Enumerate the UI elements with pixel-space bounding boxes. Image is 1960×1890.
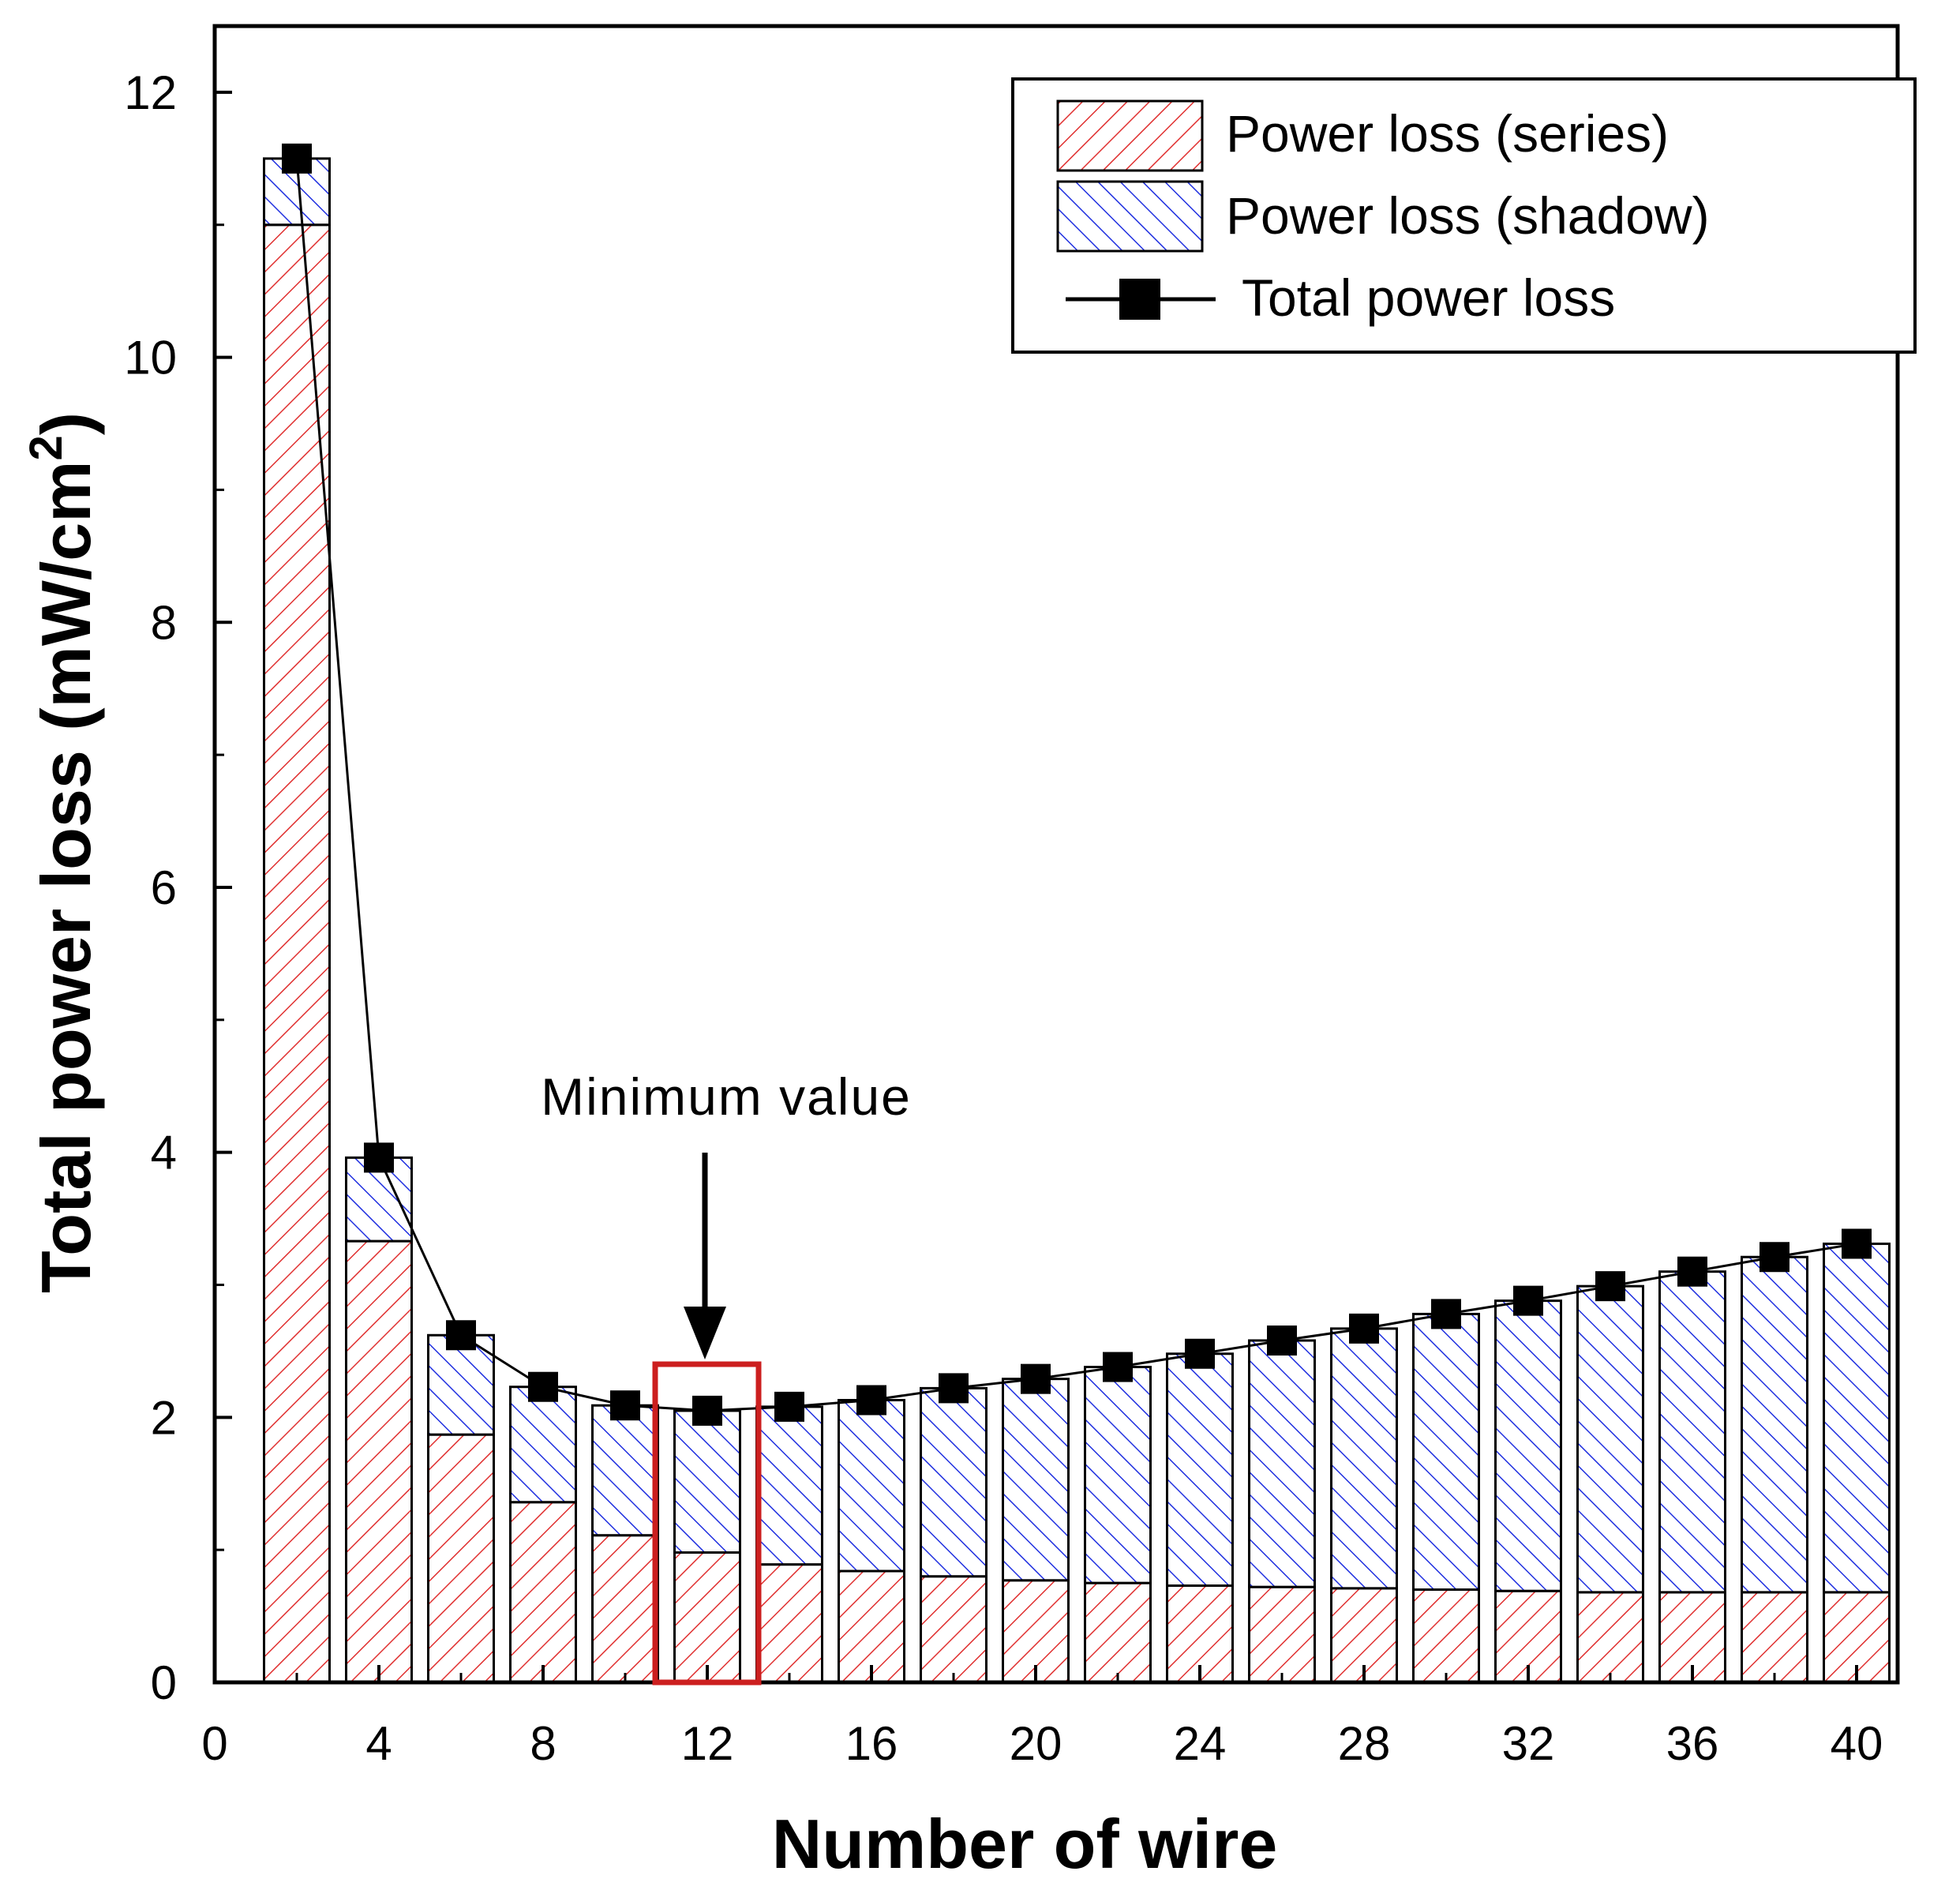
plot-frame bbox=[212, 24, 1900, 1685]
x-tick-label-36: 36 bbox=[1666, 1717, 1719, 1770]
legend: Power loss (series) Power loss (shadow) … bbox=[1011, 77, 1917, 354]
axis-ticks bbox=[213, 90, 1858, 1684]
x-tick-label-16: 16 bbox=[845, 1717, 898, 1770]
marker-total-26 bbox=[1267, 1325, 1297, 1356]
y-tick-label-0: 0 bbox=[151, 1656, 177, 1709]
bar-series-14 bbox=[755, 1563, 823, 1682]
minimum-arrow-head bbox=[684, 1307, 726, 1359]
marker-total-18 bbox=[939, 1373, 969, 1404]
bar-shadow-8 bbox=[509, 1386, 577, 1504]
bar-shadow-28 bbox=[1330, 1327, 1398, 1590]
minimum-value-label: Minimum value bbox=[541, 1067, 912, 1126]
marker-total-28 bbox=[1349, 1313, 1379, 1344]
x-tick-label-8: 8 bbox=[530, 1717, 556, 1770]
bar-shadow-20 bbox=[1002, 1378, 1070, 1582]
y-tick-label-2: 2 bbox=[151, 1391, 177, 1444]
bar-shadow-24 bbox=[1166, 1352, 1234, 1587]
bar-series-18 bbox=[920, 1575, 987, 1682]
marker-total-40 bbox=[1842, 1228, 1872, 1259]
x-tick-label-20: 20 bbox=[1010, 1717, 1062, 1770]
bar-shadow-34 bbox=[1576, 1284, 1644, 1594]
bar-series-26 bbox=[1248, 1585, 1316, 1682]
marker-total-2 bbox=[282, 143, 312, 174]
bar-series-2 bbox=[263, 223, 331, 1682]
bar-shadow-32 bbox=[1494, 1299, 1562, 1592]
minimum-annotation: Minimum value bbox=[541, 1067, 912, 1686]
bar-shadow-40 bbox=[1823, 1242, 1891, 1594]
y-tick-label-10: 10 bbox=[124, 332, 177, 384]
bar-shadow-10 bbox=[591, 1404, 659, 1537]
x-tick-label-0: 0 bbox=[201, 1717, 227, 1770]
bar-series-4 bbox=[345, 1239, 413, 1682]
marker-total-4 bbox=[364, 1142, 394, 1173]
x-tick-labels: 0 4 8 12 16 20 24 28 32 36 40 bbox=[201, 1717, 1883, 1770]
bar-shadow-16 bbox=[838, 1399, 905, 1573]
y-tick-labels: 0 2 4 6 8 10 12 bbox=[124, 66, 177, 1709]
legend-swatch-shadow bbox=[1056, 180, 1204, 253]
marker-total-30 bbox=[1431, 1299, 1461, 1329]
marker-total-34 bbox=[1595, 1271, 1625, 1302]
bar-shadow-30 bbox=[1412, 1312, 1480, 1592]
bar-series-34 bbox=[1576, 1591, 1644, 1682]
bar-shadow-12 bbox=[673, 1409, 741, 1554]
y-axis-title: Total power loss (mW/cm2) bbox=[21, 412, 105, 1293]
marker-total-36 bbox=[1677, 1256, 1707, 1287]
marker-total-32 bbox=[1513, 1285, 1543, 1316]
legend-swatch-series bbox=[1056, 99, 1204, 172]
total-power-loss-markers bbox=[282, 143, 1872, 1426]
marker-total-22 bbox=[1103, 1352, 1133, 1382]
legend-label-shadow: Power loss (shadow) bbox=[1226, 186, 1710, 245]
bar-series-30 bbox=[1412, 1588, 1480, 1682]
x-tick-label-24: 24 bbox=[1174, 1717, 1227, 1770]
y-tick-label-12: 12 bbox=[124, 66, 177, 119]
legend-label-series: Power loss (series) bbox=[1226, 104, 1669, 163]
bar-series-38 bbox=[1741, 1591, 1808, 1682]
marker-total-14 bbox=[774, 1391, 804, 1422]
bar-shadow-6 bbox=[427, 1333, 495, 1436]
y-tick-label-4: 4 bbox=[151, 1127, 177, 1179]
y-tick-label-8: 8 bbox=[151, 596, 177, 649]
x-tick-label-28: 28 bbox=[1338, 1717, 1391, 1770]
bar-shadow-36 bbox=[1658, 1270, 1726, 1594]
x-tick-label-4: 4 bbox=[365, 1717, 392, 1770]
bar-series-8 bbox=[509, 1501, 577, 1682]
x-tick-label-12: 12 bbox=[681, 1717, 734, 1770]
x-tick-label-40: 40 bbox=[1831, 1717, 1883, 1770]
minimum-highlight-box bbox=[652, 1361, 762, 1686]
marker-total-20 bbox=[1021, 1363, 1051, 1394]
marker-total-38 bbox=[1760, 1242, 1789, 1273]
bar-series-10 bbox=[591, 1534, 659, 1682]
marker-total-16 bbox=[856, 1385, 886, 1416]
marker-total-10 bbox=[610, 1390, 640, 1421]
legend-marker-total bbox=[1119, 279, 1160, 320]
bar-series-16 bbox=[838, 1569, 905, 1682]
bar-series-12 bbox=[673, 1551, 741, 1682]
bar-series-6 bbox=[427, 1433, 495, 1682]
bar-shadow-14 bbox=[755, 1405, 823, 1566]
bar-shadow-26 bbox=[1248, 1339, 1316, 1588]
y-tick-label-6: 6 bbox=[151, 861, 177, 914]
bar-shadow-18 bbox=[920, 1386, 987, 1578]
marker-total-12 bbox=[692, 1395, 722, 1426]
x-tick-label-32: 32 bbox=[1502, 1717, 1555, 1770]
marker-total-8 bbox=[528, 1371, 558, 1402]
bar-shadow-22 bbox=[1084, 1366, 1152, 1584]
bar-shadow-38 bbox=[1741, 1255, 1808, 1594]
x-axis-title: Number of wire bbox=[772, 1805, 1278, 1883]
bar-series-22 bbox=[1084, 1581, 1152, 1682]
marker-total-6 bbox=[446, 1320, 476, 1351]
legend-label-total: Total power loss bbox=[1242, 268, 1615, 327]
marker-total-24 bbox=[1185, 1338, 1215, 1369]
